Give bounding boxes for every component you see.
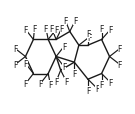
- Text: F: F: [87, 33, 91, 42]
- Text: F: F: [73, 17, 78, 25]
- Text: F: F: [44, 24, 48, 33]
- Text: F: F: [118, 60, 122, 69]
- Text: F: F: [49, 24, 54, 33]
- Text: F: F: [62, 63, 66, 72]
- Text: F: F: [86, 86, 90, 95]
- Text: F: F: [23, 80, 28, 88]
- Text: F: F: [109, 78, 113, 87]
- Text: F: F: [60, 24, 64, 33]
- Text: F: F: [95, 84, 99, 93]
- Text: F: F: [118, 45, 122, 54]
- Text: F: F: [13, 45, 17, 54]
- Text: F: F: [54, 26, 58, 34]
- Text: F: F: [63, 17, 67, 25]
- Text: F: F: [62, 42, 66, 51]
- Text: F: F: [23, 26, 28, 34]
- Text: F: F: [109, 26, 113, 34]
- Text: F: F: [72, 69, 77, 78]
- Text: F: F: [23, 59, 28, 68]
- Text: F: F: [86, 30, 90, 39]
- Text: F: F: [13, 60, 17, 69]
- Text: F: F: [64, 77, 69, 86]
- Text: F: F: [54, 77, 58, 86]
- Text: F: F: [32, 24, 37, 33]
- Text: F: F: [99, 24, 104, 33]
- Text: F: F: [48, 81, 53, 90]
- Text: F: F: [99, 81, 104, 90]
- Text: F: F: [38, 80, 42, 88]
